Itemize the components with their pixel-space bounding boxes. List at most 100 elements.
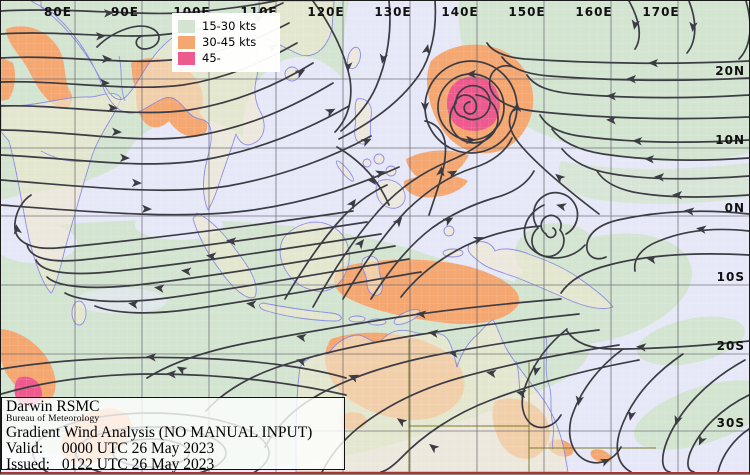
lat-label: 30S — [716, 416, 745, 430]
arrowhead-icon — [346, 198, 356, 210]
arrowhead-icon — [631, 19, 641, 30]
arrowhead-icon — [674, 414, 683, 426]
lat-label: 10S — [716, 270, 745, 284]
chart-info-box: Darwin RSMC Bureau of Meteorology Gradie… — [1, 397, 345, 473]
arrowhead-icon — [654, 173, 665, 182]
arrowhead-icon — [644, 155, 655, 164]
legend-swatch — [178, 51, 195, 65]
arrowhead-icon — [466, 135, 476, 145]
lat-label: 0N — [724, 201, 745, 215]
arrowhead-icon — [166, 370, 177, 379]
lat-label: 20S — [716, 339, 745, 353]
lon-label: 120E — [307, 5, 345, 19]
legend-row: 30-45 kts — [178, 35, 274, 49]
arrowhead-icon — [627, 410, 637, 421]
bureau-subtitle: Bureau of Meteorology — [6, 413, 100, 424]
lon-label: 90E — [111, 5, 139, 19]
arrowhead-icon — [448, 349, 459, 358]
arrowhead-icon — [698, 434, 707, 446]
arrowhead-icon — [626, 74, 637, 84]
arrowhead-icon — [696, 225, 707, 234]
arrowhead-icon — [606, 116, 617, 125]
product-title: Gradient Wind Analysis (NO MANUAL INPUT) — [6, 423, 313, 441]
legend-row: 15-30 kts — [178, 19, 274, 33]
arrowhead-icon — [13, 224, 23, 235]
arrowhead-icon — [103, 9, 114, 18]
arrowhead-icon — [632, 137, 643, 146]
arrowhead-icon — [646, 255, 657, 265]
arrowhead-icon — [436, 166, 445, 177]
valid-value: 0000 UTC 26 May 2023 — [61, 439, 215, 457]
legend-row: 45- — [178, 51, 274, 65]
arrowhead-icon — [348, 374, 360, 383]
arrowhead-icon — [294, 69, 306, 79]
arrowhead-icon — [181, 267, 192, 276]
arrowhead-icon — [366, 174, 377, 185]
arrowhead-icon — [360, 138, 372, 147]
arrowhead-icon — [466, 69, 476, 79]
arrowhead-icon — [532, 365, 542, 376]
streamline-arrows — [13, 9, 707, 467]
lat-label: 10N — [715, 133, 745, 147]
arrowhead-icon — [396, 418, 408, 428]
agency-title: Darwin RSMC — [6, 398, 100, 415]
arrowhead-icon — [206, 252, 217, 261]
arrowhead-icon — [141, 204, 152, 214]
arrowhead-icon — [599, 458, 611, 467]
valid-label: Valid: — [6, 439, 44, 457]
arrowhead-icon — [119, 153, 130, 163]
arrowhead-icon — [428, 329, 439, 338]
arrowhead-icon — [128, 300, 139, 310]
arrowhead-icon — [420, 102, 430, 112]
issued-value: 0122 UTC 26 May 2023 — [61, 455, 215, 473]
arrowhead-icon — [421, 44, 431, 55]
arrowhead-icon — [176, 366, 188, 376]
arrowhead-icon — [296, 358, 308, 367]
lon-label: 170E — [642, 5, 680, 19]
wind-speed-legend: 15-30 kts 30-45 kts 45- — [172, 13, 280, 72]
arrowhead-icon — [95, 32, 106, 41]
arrowhead-icon — [344, 61, 353, 72]
arrowhead-icon — [374, 170, 386, 179]
lon-label: 80E — [44, 5, 72, 19]
arrowhead-icon — [555, 173, 566, 184]
legend-label: 45- — [202, 51, 221, 65]
arrowhead-icon — [689, 21, 698, 32]
legend-swatch — [178, 35, 195, 49]
arrowhead-icon — [154, 284, 165, 293]
arrowhead-icon — [296, 333, 307, 343]
arrowhead-icon — [512, 102, 522, 112]
arrowhead-icon — [672, 190, 683, 200]
arrowhead-icon — [606, 92, 617, 101]
issued-time: Issued: 0122 UTC 26 May 2023 — [6, 455, 344, 473]
lon-label: 130E — [374, 5, 412, 19]
arrowhead-icon — [107, 103, 118, 113]
legend-label: 15-30 kts — [202, 19, 257, 33]
arrowhead-icon — [684, 207, 695, 216]
arrowhead-icon — [246, 300, 257, 309]
lon-label: 140E — [441, 5, 479, 19]
lon-label: 160E — [575, 5, 613, 19]
arrowhead-icon — [416, 310, 427, 319]
arrowhead-icon — [648, 58, 659, 68]
arrowhead-icon — [446, 170, 458, 180]
valid-time: Valid: 0000 UTC 26 May 2023 — [6, 439, 344, 457]
arrowhead-icon — [442, 217, 454, 227]
arrowhead-icon — [575, 395, 585, 406]
arrowhead-icon — [486, 369, 497, 379]
arrowhead-icon — [556, 203, 567, 212]
arrowhead-icon — [379, 53, 389, 64]
issued-label: Issued: — [6, 455, 50, 473]
arrowhead-icon — [226, 237, 237, 246]
arrowhead-icon — [516, 389, 527, 399]
arrowhead-icon — [472, 236, 484, 245]
lon-label: 150E — [508, 5, 546, 19]
legend-swatch — [178, 19, 195, 33]
arrowhead-icon — [99, 78, 110, 88]
lat-label: 20N — [715, 64, 745, 78]
arrowhead-icon — [392, 217, 403, 228]
arrowhead-icon — [111, 127, 122, 137]
arrowhead-icon — [429, 443, 440, 454]
